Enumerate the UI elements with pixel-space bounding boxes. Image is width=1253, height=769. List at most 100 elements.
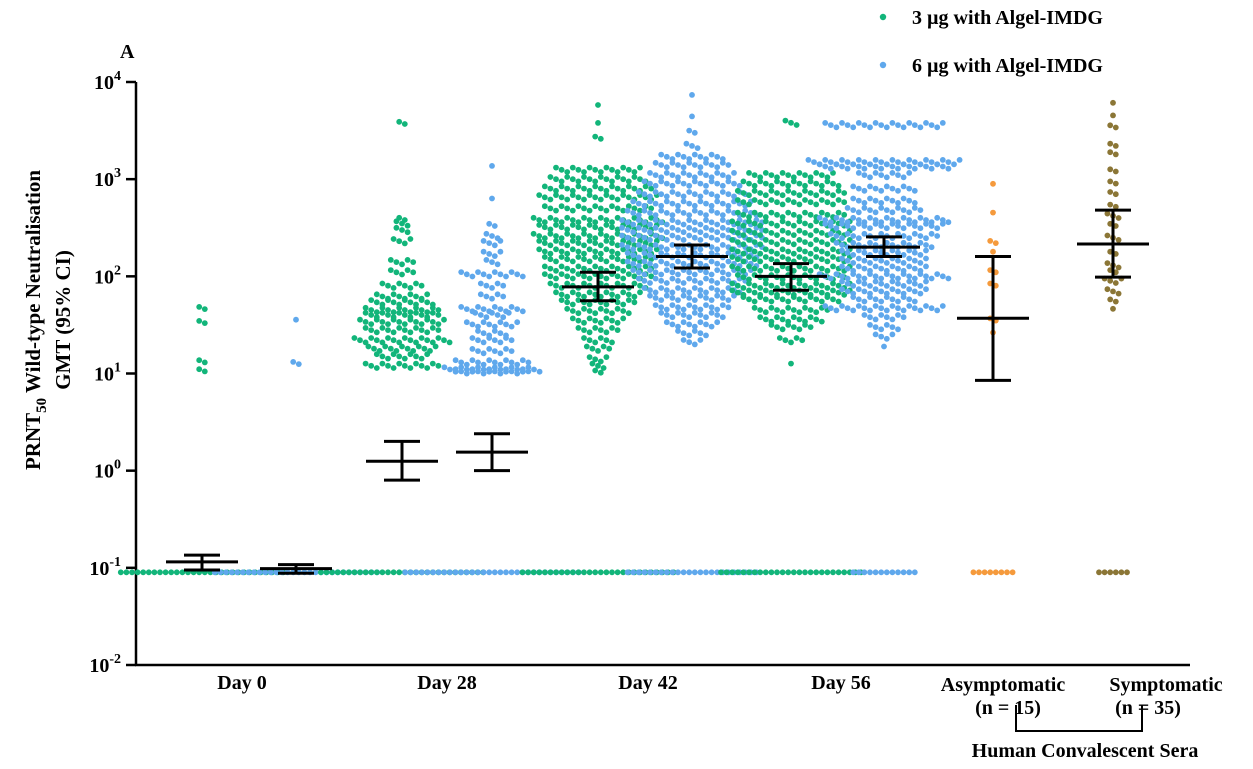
data-point — [385, 321, 391, 327]
data-point — [790, 241, 797, 248]
data-point — [1115, 264, 1122, 271]
data-point — [796, 180, 803, 187]
data-point — [708, 277, 715, 284]
data-point — [883, 207, 890, 214]
data-point — [614, 569, 621, 576]
data-point — [609, 339, 615, 346]
data-point — [635, 269, 642, 276]
data-point — [881, 343, 887, 350]
data-point — [680, 569, 687, 576]
data-point — [489, 259, 495, 265]
data-point — [686, 339, 693, 346]
data-point — [530, 214, 537, 221]
data-point — [553, 246, 559, 253]
data-point — [553, 222, 559, 228]
data-point — [992, 569, 999, 576]
data-point — [805, 157, 812, 163]
data-point — [1110, 305, 1116, 312]
data-point — [458, 304, 465, 310]
data-point — [818, 248, 825, 255]
data-point — [844, 223, 851, 229]
data-point — [536, 569, 543, 576]
data-point — [719, 242, 726, 248]
data-point — [725, 297, 732, 303]
data-point — [911, 165, 918, 172]
data-point — [597, 327, 604, 333]
data-point — [686, 269, 693, 276]
data-point — [475, 328, 481, 334]
data-point — [463, 370, 470, 377]
data-point — [697, 312, 704, 318]
data-point — [624, 250, 631, 256]
data-point — [497, 306, 504, 312]
data-point — [719, 263, 726, 269]
data-point — [458, 569, 465, 576]
data-point — [807, 199, 814, 206]
data-point — [811, 159, 817, 166]
data-point — [813, 316, 820, 323]
data-point — [620, 258, 627, 265]
data-point — [917, 271, 924, 277]
data-point — [691, 129, 698, 136]
data-point — [708, 162, 715, 168]
data-point — [413, 325, 419, 331]
data-point — [652, 217, 659, 224]
data-point — [396, 309, 403, 316]
data-point — [486, 366, 493, 373]
data-point — [827, 275, 834, 282]
data-point — [746, 170, 752, 176]
data-point — [334, 569, 341, 576]
data-point — [746, 214, 752, 220]
data-point — [734, 282, 741, 289]
data-point — [813, 280, 820, 287]
data-point — [768, 569, 775, 576]
data-point — [586, 233, 593, 239]
data-point — [641, 277, 648, 284]
data-point — [867, 161, 873, 168]
data-point — [813, 263, 820, 270]
data-point — [779, 227, 786, 234]
data-point — [872, 185, 879, 192]
data-point — [833, 233, 840, 239]
data-point — [768, 197, 775, 203]
data-points — [117, 92, 1130, 576]
data-point — [686, 172, 693, 179]
data-point — [746, 263, 752, 270]
data-point — [729, 254, 736, 260]
data-point — [855, 220, 862, 227]
data-point — [872, 331, 879, 338]
data-point — [807, 222, 814, 229]
data-point — [489, 195, 495, 202]
data-point — [641, 250, 648, 256]
data-point — [581, 305, 587, 312]
data-point — [635, 224, 642, 231]
data-point — [839, 286, 845, 293]
data-point — [934, 233, 941, 239]
data-point — [818, 256, 825, 263]
data-point — [818, 569, 825, 576]
data-point — [630, 237, 637, 243]
data-point — [619, 224, 625, 231]
data-point — [889, 163, 896, 170]
data-point — [872, 286, 879, 293]
data-point — [813, 569, 820, 576]
data-point — [658, 271, 665, 278]
data-point — [850, 283, 857, 289]
y-tick-label-2: 100 — [94, 458, 121, 483]
data-point — [379, 304, 386, 311]
data-point — [686, 321, 693, 328]
data-point — [785, 248, 792, 255]
data-point — [844, 280, 851, 287]
data-point — [625, 166, 632, 173]
data-point — [751, 298, 758, 305]
data-point — [669, 182, 676, 189]
data-point — [393, 259, 400, 265]
data-point — [757, 250, 764, 257]
data-point — [475, 337, 481, 344]
data-point — [703, 295, 709, 301]
data-point — [497, 319, 504, 326]
data-point — [779, 218, 786, 225]
data-point — [603, 233, 610, 239]
data-point — [625, 194, 632, 201]
data-point — [878, 305, 885, 312]
